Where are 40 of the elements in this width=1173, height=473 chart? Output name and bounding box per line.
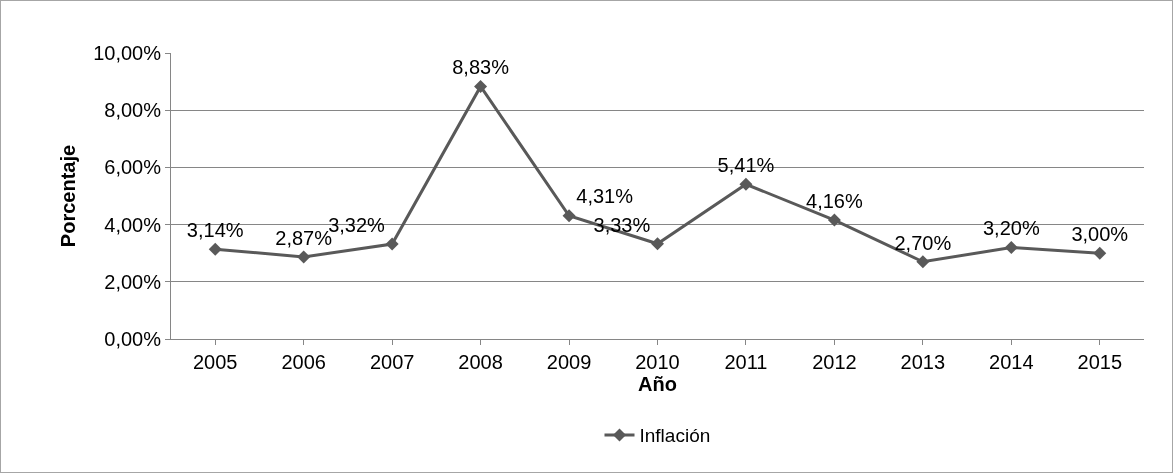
point [297, 250, 311, 264]
y-tick-label: 0,00% [104, 328, 162, 350]
point [562, 209, 576, 223]
point [208, 242, 222, 256]
point [651, 237, 664, 251]
y-axis-title: Porcentaje [56, 144, 79, 248]
data-label: 3,00% [1071, 222, 1129, 245]
data-label: 5,41% [717, 154, 775, 177]
x-tick-label: 2012 [812, 351, 857, 373]
data-label: 3,33% [593, 213, 651, 236]
legend-label: Inflación [639, 425, 711, 447]
x-tick-label: 2010 [635, 351, 680, 373]
data-label: 4,16% [806, 189, 863, 212]
x-tick-label: 2006 [281, 351, 326, 373]
y-tick-label: 6,00% [104, 156, 162, 179]
y-tick-label: 2,00% [104, 270, 162, 293]
point [827, 213, 841, 227]
x-tick-label: 2011 [724, 351, 768, 373]
data-label: 2,70% [894, 231, 952, 254]
x-tick-label: 2015 [1077, 351, 1123, 373]
data-label: 3,14% [186, 218, 244, 241]
point [1093, 246, 1107, 260]
point [739, 177, 753, 191]
y-tick-label: 10,00% [93, 42, 162, 64]
x-tick-label: 2009 [546, 351, 592, 373]
x-tick-label: 2007 [369, 351, 415, 373]
point [474, 79, 488, 93]
data-label: 3,20% [982, 217, 1040, 240]
x-tick-label: 2005 [192, 351, 238, 373]
data-label: 4,31% [576, 185, 634, 208]
point [385, 237, 399, 251]
point [1004, 240, 1018, 254]
y-tick-label: 8,00% [104, 99, 162, 122]
y-tick-label: 4,00% [104, 213, 162, 236]
x-tick-label: 2008 [458, 351, 503, 373]
point [916, 255, 930, 269]
x-axis-title: Año [638, 373, 677, 395]
data-label: 8,83% [452, 56, 510, 79]
x-tick-label: 2014 [989, 351, 1034, 373]
x-tick-label: 2013 [900, 351, 946, 373]
